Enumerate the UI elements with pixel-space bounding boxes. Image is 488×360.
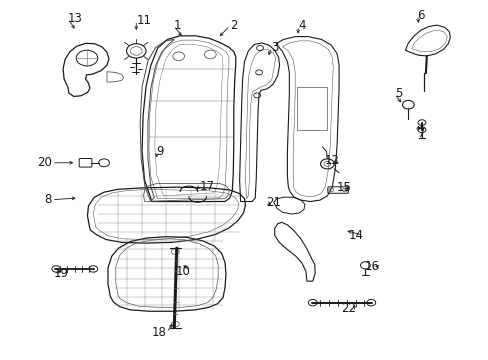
- Text: 6: 6: [417, 9, 424, 22]
- Text: 15: 15: [336, 181, 351, 194]
- Text: 12: 12: [324, 154, 339, 167]
- Text: 16: 16: [365, 260, 379, 273]
- Text: 10: 10: [176, 265, 190, 278]
- Text: 14: 14: [348, 229, 363, 242]
- Text: 11: 11: [136, 14, 151, 27]
- Text: 2: 2: [229, 19, 237, 32]
- Text: 17: 17: [199, 180, 214, 193]
- Text: 5: 5: [394, 87, 401, 100]
- Text: 19: 19: [53, 267, 68, 280]
- Text: 18: 18: [151, 326, 166, 339]
- Text: 20: 20: [37, 156, 52, 169]
- Text: 22: 22: [340, 302, 355, 315]
- Text: 7: 7: [417, 127, 424, 140]
- Text: 9: 9: [157, 145, 164, 158]
- Text: 4: 4: [298, 19, 305, 32]
- Text: 8: 8: [44, 193, 52, 206]
- Text: 3: 3: [271, 41, 278, 54]
- Text: 1: 1: [173, 19, 181, 32]
- Text: 13: 13: [68, 12, 82, 25]
- Text: 21: 21: [266, 196, 281, 209]
